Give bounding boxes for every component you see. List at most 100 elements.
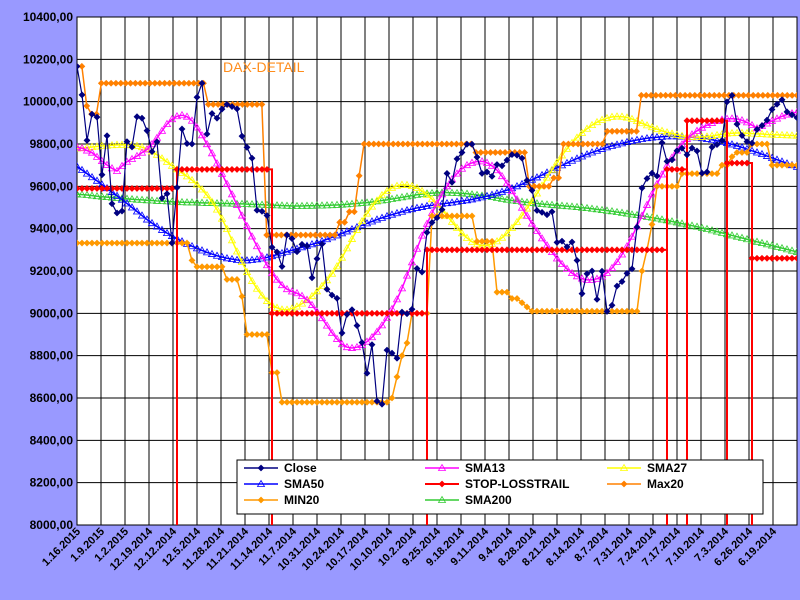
data-point xyxy=(720,91,728,99)
data-point xyxy=(743,149,751,156)
data-point xyxy=(156,79,164,87)
data-point xyxy=(638,267,646,275)
data-point xyxy=(414,140,421,148)
data-point xyxy=(502,195,512,203)
data-point xyxy=(772,242,782,250)
data-point xyxy=(438,246,446,254)
data-point xyxy=(777,111,787,120)
data-point xyxy=(792,131,797,139)
data-point xyxy=(573,307,581,315)
data-point xyxy=(747,129,757,137)
data-point xyxy=(538,208,546,216)
data-point xyxy=(178,125,186,133)
data-point xyxy=(209,100,217,108)
data-point xyxy=(617,250,627,258)
data-point xyxy=(533,307,541,315)
data-point xyxy=(607,141,617,149)
data-point xyxy=(78,62,86,70)
data-point xyxy=(413,265,421,272)
data-point xyxy=(447,198,457,206)
data-point xyxy=(77,142,82,151)
data-point xyxy=(482,191,492,199)
data-point xyxy=(263,165,271,173)
data-point xyxy=(242,267,252,275)
data-point xyxy=(452,188,462,197)
data-point xyxy=(532,226,542,234)
data-point xyxy=(322,276,332,284)
data-point xyxy=(767,241,777,249)
data-point xyxy=(458,149,466,156)
data-point xyxy=(202,198,212,206)
data-point xyxy=(702,132,712,140)
data-point xyxy=(162,119,172,128)
data-point xyxy=(287,287,297,295)
data-point xyxy=(312,287,322,295)
data-point xyxy=(152,150,162,158)
data-point xyxy=(227,199,237,207)
data-point xyxy=(697,132,707,140)
data-point xyxy=(363,309,371,317)
data-point xyxy=(327,328,337,336)
data-point xyxy=(643,175,651,182)
data-point xyxy=(657,91,665,99)
data-point xyxy=(208,165,216,173)
data-point xyxy=(748,254,756,262)
data-point xyxy=(377,321,387,329)
data-point xyxy=(357,216,367,225)
data-point xyxy=(712,227,722,235)
data-point xyxy=(777,243,787,252)
data-point xyxy=(188,165,196,173)
data-point xyxy=(83,239,91,247)
data-point xyxy=(793,161,797,169)
y-tick-label: 8000,00 xyxy=(30,518,74,532)
data-point xyxy=(213,165,221,173)
data-point xyxy=(131,79,139,87)
data-point xyxy=(518,154,526,162)
data-point xyxy=(397,180,407,188)
data-point xyxy=(218,263,226,271)
data-point xyxy=(762,151,772,159)
data-point xyxy=(710,91,718,99)
data-point xyxy=(482,158,492,166)
data-point xyxy=(553,246,561,254)
data-point xyxy=(398,308,406,316)
data-point xyxy=(327,200,337,209)
data-point xyxy=(388,349,396,357)
data-point xyxy=(298,309,306,317)
data-point xyxy=(783,91,791,99)
data-point xyxy=(548,208,556,216)
data-point xyxy=(552,254,562,262)
data-point xyxy=(198,79,206,87)
data-point xyxy=(222,224,232,232)
data-point xyxy=(683,151,691,159)
data-point xyxy=(487,149,494,156)
data-point xyxy=(117,195,127,203)
data-point xyxy=(407,204,417,213)
data-point xyxy=(508,151,516,159)
data-point xyxy=(567,268,577,277)
data-point xyxy=(123,185,131,192)
data-point xyxy=(718,136,726,144)
data-point xyxy=(203,263,211,271)
data-point xyxy=(733,120,741,128)
data-point xyxy=(757,238,767,246)
data-point xyxy=(492,237,502,245)
data-point xyxy=(457,196,467,205)
data-point xyxy=(512,217,522,226)
data-point xyxy=(507,223,517,231)
data-point xyxy=(742,234,752,243)
legend-item: SMA27 xyxy=(607,461,687,475)
data-point xyxy=(627,232,637,240)
data-point xyxy=(392,295,402,303)
data-point xyxy=(388,394,396,402)
data-point xyxy=(77,189,82,198)
data-point xyxy=(708,170,716,178)
data-point xyxy=(532,189,542,197)
data-point xyxy=(752,148,762,156)
data-point xyxy=(317,281,327,289)
data-point xyxy=(97,79,105,87)
data-point xyxy=(667,91,674,99)
data-point xyxy=(668,156,676,164)
data-point xyxy=(628,265,636,273)
data-point xyxy=(748,139,756,147)
